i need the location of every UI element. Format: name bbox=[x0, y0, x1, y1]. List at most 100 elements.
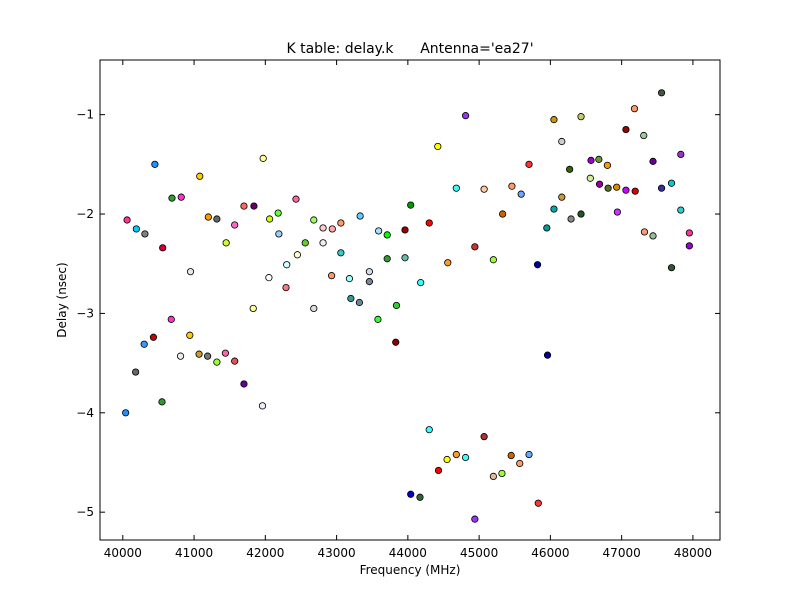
data-point bbox=[274, 209, 282, 217]
data-point bbox=[266, 215, 274, 223]
data-point bbox=[603, 161, 612, 169]
data-point bbox=[567, 215, 575, 223]
data-point bbox=[168, 194, 176, 202]
data-point bbox=[231, 357, 239, 365]
x-tick-label: 43000 bbox=[318, 546, 356, 560]
x-tick-label: 42000 bbox=[246, 546, 284, 560]
y-tick-label: −1 bbox=[76, 108, 94, 122]
data-point bbox=[407, 201, 415, 209]
data-point bbox=[558, 137, 566, 146]
data-point bbox=[292, 195, 300, 203]
x-axis-label: Frequency (MHz) bbox=[360, 563, 461, 577]
data-point bbox=[587, 156, 595, 164]
data-point bbox=[649, 232, 657, 240]
data-point bbox=[657, 184, 666, 192]
x-tick-label: 44000 bbox=[389, 546, 427, 560]
data-point bbox=[250, 202, 258, 210]
data-point bbox=[149, 333, 158, 341]
data-point bbox=[365, 268, 373, 276]
data-point bbox=[461, 453, 470, 462]
data-point bbox=[195, 350, 203, 358]
data-point bbox=[240, 380, 248, 388]
data-point bbox=[249, 304, 257, 313]
data-point bbox=[508, 182, 516, 190]
x-tick-label: 41000 bbox=[175, 546, 213, 560]
data-point bbox=[640, 228, 649, 236]
data-point bbox=[401, 226, 409, 234]
data-point bbox=[196, 172, 204, 180]
data-points bbox=[122, 89, 693, 523]
data-point bbox=[604, 184, 612, 192]
y-tick-label: −3 bbox=[76, 306, 94, 320]
data-point bbox=[221, 349, 230, 357]
data-point bbox=[328, 225, 336, 233]
data-point bbox=[517, 190, 525, 198]
data-point bbox=[480, 433, 488, 441]
data-point bbox=[452, 184, 460, 192]
data-point bbox=[622, 186, 630, 194]
data-point bbox=[640, 131, 648, 140]
data-point bbox=[213, 215, 221, 223]
data-point bbox=[685, 229, 693, 237]
data-point bbox=[345, 275, 354, 283]
data-point bbox=[444, 259, 452, 267]
data-point bbox=[365, 278, 373, 286]
data-point bbox=[328, 272, 336, 280]
data-point bbox=[595, 180, 604, 188]
data-point bbox=[534, 499, 542, 507]
data-point bbox=[383, 255, 391, 263]
data-point bbox=[566, 165, 574, 173]
data-point bbox=[613, 208, 621, 216]
data-point bbox=[401, 254, 409, 262]
data-point bbox=[204, 352, 212, 360]
x-tick-label: 40000 bbox=[104, 546, 142, 560]
data-point bbox=[186, 268, 195, 276]
data-point bbox=[489, 256, 497, 264]
data-point bbox=[622, 125, 630, 134]
data-point bbox=[310, 216, 318, 224]
data-point bbox=[550, 205, 558, 213]
data-point bbox=[141, 230, 149, 238]
data-point bbox=[471, 243, 479, 251]
data-point bbox=[392, 338, 400, 346]
data-point bbox=[417, 279, 425, 287]
data-point bbox=[685, 242, 693, 250]
data-point bbox=[204, 213, 212, 221]
data-point bbox=[265, 274, 273, 282]
data-point bbox=[461, 112, 470, 120]
data-point bbox=[649, 157, 657, 165]
data-point bbox=[123, 216, 131, 224]
data-point bbox=[293, 251, 302, 259]
x-tick-label: 47000 bbox=[603, 546, 641, 560]
data-point bbox=[301, 239, 309, 247]
y-axis-label: Delay (nsec) bbox=[55, 262, 69, 337]
data-point bbox=[213, 358, 221, 366]
axis-ticks: 40000 41000 42000 43000 44000 45000 46000 47000… bbox=[76, 60, 720, 560]
data-point bbox=[507, 451, 515, 460]
data-point bbox=[158, 398, 166, 406]
data-point bbox=[356, 212, 364, 220]
data-point bbox=[425, 426, 433, 434]
data-point bbox=[222, 239, 230, 247]
plot-frame bbox=[99, 59, 721, 541]
data-point bbox=[275, 230, 283, 238]
data-point bbox=[347, 294, 355, 303]
data-point bbox=[407, 490, 415, 498]
data-point bbox=[586, 174, 594, 182]
data-point bbox=[151, 160, 159, 168]
data-point bbox=[630, 105, 639, 113]
data-point bbox=[595, 155, 603, 163]
data-point bbox=[319, 239, 327, 247]
data-point bbox=[283, 261, 291, 269]
data-point bbox=[319, 224, 327, 232]
data-point bbox=[132, 225, 140, 233]
data-point bbox=[677, 206, 685, 214]
y-tick-label: −2 bbox=[76, 207, 94, 221]
data-point bbox=[375, 227, 383, 235]
data-point bbox=[499, 210, 507, 218]
x-tick-label: 46000 bbox=[531, 546, 569, 560]
data-point bbox=[577, 210, 585, 218]
data-point bbox=[425, 219, 433, 227]
data-point bbox=[543, 224, 551, 232]
